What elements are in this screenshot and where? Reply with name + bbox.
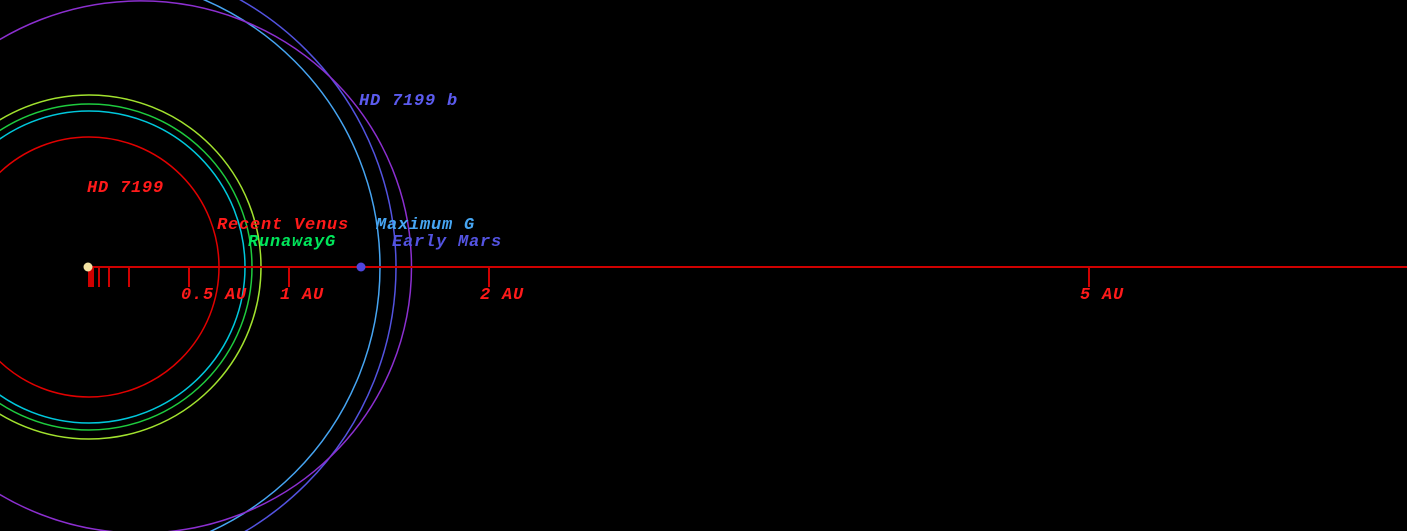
planet-marker [356, 262, 366, 272]
planet-name-label: HD 7199 b [359, 92, 459, 111]
hz-label-runaway-greenhouse: RunawayG [248, 233, 337, 252]
hz-circle-maximum-g [202, 0, 381, 531]
hz-label-early-mars: Early Mars [392, 233, 503, 252]
axis-tick-label-5au: 5 AU [1080, 286, 1125, 305]
hz-label-recent-venus: Recent Venus [217, 216, 350, 235]
axis-tick-label-05au: 0.5 AU [181, 286, 248, 305]
planet-orbit-ellipse [0, 0, 413, 531]
star-marker [83, 262, 93, 272]
axis-tick-label-1au: 1 AU [280, 286, 325, 305]
hz-label-maximum-greenhouse: Maximum G [376, 216, 476, 235]
star-name-label: HD 7199 [87, 179, 165, 198]
axis-tick-label-2au: 2 AU [480, 286, 525, 305]
